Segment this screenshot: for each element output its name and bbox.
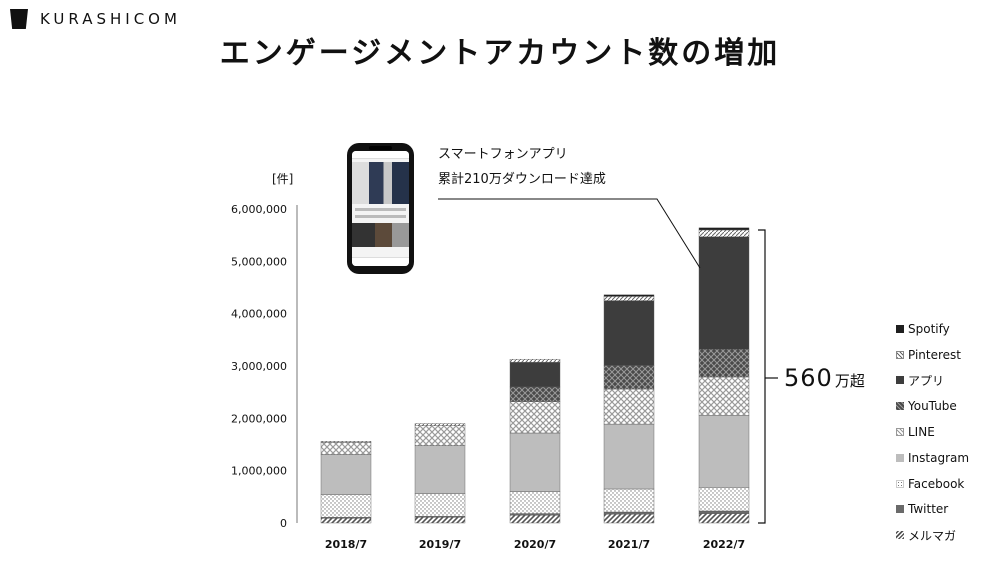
- bar-segment-アプリ-2022/7: [698, 236, 750, 350]
- bar-segment-Instagram-2020/7: [509, 432, 561, 492]
- legend-item: LINE: [896, 419, 969, 445]
- legend-label: Spotify: [908, 321, 950, 336]
- y-tick-label: 5,000,000: [231, 255, 287, 268]
- legend-swatch: [896, 428, 904, 437]
- legend-swatch: [896, 479, 904, 488]
- bar-segment-Facebook-2018/7: [320, 494, 372, 518]
- x-tick-label: 2020/7: [514, 538, 556, 551]
- y-tick-label: 3,000,000: [231, 360, 287, 373]
- bar-segment-Instagram-2019/7: [414, 445, 466, 494]
- bar-segment-Pinterest-2022/7: [698, 229, 750, 237]
- legend-swatch: [896, 324, 904, 333]
- y-axis-unit-label: [件]: [272, 172, 294, 186]
- legend-swatch: [896, 531, 904, 540]
- x-tick-label: 2018/7: [325, 538, 367, 551]
- legend-label: Facebook: [908, 476, 965, 491]
- bar-segment-アプリ-2021/7: [603, 300, 655, 366]
- bar-segment-Facebook-2019/7: [414, 493, 466, 517]
- bar-segment-アプリ-2020/7: [509, 362, 561, 388]
- legend-item: Spotify: [896, 316, 969, 342]
- bars: [320, 227, 750, 524]
- phone-screen: [352, 151, 409, 266]
- legend-item: メルマガ: [896, 522, 969, 548]
- bar-segment-Twitter-2021/7: [603, 511, 655, 515]
- bar-segment-Pinterest-2020/7: [509, 358, 561, 363]
- bar-segment-YouTube-2022/7: [698, 349, 750, 378]
- bar-segment-LINE-2022/7: [698, 376, 750, 416]
- total-value: 560: [784, 364, 833, 392]
- total-callout: 560 万超: [784, 364, 865, 392]
- logo-text: KURASHICOM: [40, 10, 181, 28]
- legend-label: YouTube: [908, 399, 957, 414]
- bar-segment-メルマガ-2019/7: [414, 517, 466, 524]
- bar-segment-LINE-2018/7: [320, 442, 372, 455]
- bar-segment-Spotify-2021/7: [603, 294, 655, 297]
- y-tick-label: 2,000,000: [231, 412, 287, 425]
- annotation-leader-line: [438, 198, 701, 269]
- legend-label: メルマガ: [908, 528, 957, 543]
- legend-label: LINE: [908, 425, 935, 440]
- legend-swatch: [896, 350, 904, 359]
- legend-swatch: [896, 376, 904, 385]
- logo-mark-icon: [10, 9, 28, 29]
- bar-segment-LINE-2021/7: [603, 388, 655, 425]
- legend-item: YouTube: [896, 393, 969, 419]
- bar-segment-Facebook-2020/7: [509, 491, 561, 514]
- bar-segment-Spotify-2022/7: [698, 227, 750, 231]
- page-title: エンゲージメントアカウント数の増加: [219, 36, 781, 71]
- bar-segment-Pinterest-2021/7: [603, 296, 655, 301]
- legend-label: Pinterest: [908, 347, 962, 362]
- smartphone-app-image: [347, 143, 414, 274]
- legend-swatch: [896, 402, 904, 411]
- app-annotation: スマートフォンアプリ 累計210万ダウンロード達成: [438, 142, 606, 192]
- bar-segment-YouTube-2021/7: [603, 365, 655, 390]
- bar-segment-YouTube-2020/7: [509, 386, 561, 402]
- bar-segment-Facebook-2022/7: [698, 487, 750, 512]
- app-annotation-line2: 累計210万ダウンロード達成: [438, 172, 606, 187]
- legend-item: Twitter: [896, 497, 969, 523]
- total-bracket: [758, 229, 766, 524]
- legend: Spotify Pinterest アプリ YouTube LINE Instagram F…: [896, 316, 969, 548]
- legend-item: Pinterest: [896, 342, 969, 368]
- bar-segment-Twitter-2020/7: [509, 513, 561, 516]
- legend-label: Instagram: [908, 450, 970, 465]
- bar-segment-LINE-2020/7: [509, 401, 561, 434]
- bar-segment-Twitter-2022/7: [698, 510, 750, 514]
- phone-notch: [369, 146, 392, 150]
- x-tick-label: 2021/7: [608, 538, 650, 551]
- total-suffix: 万超: [834, 372, 865, 390]
- bar-segment-LINE-2019/7: [414, 425, 466, 446]
- x-tick-label: 2019/7: [419, 538, 461, 551]
- x-tick-label: 2022/7: [703, 538, 745, 551]
- y-tick-label: 4,000,000: [231, 308, 287, 321]
- legend-swatch: [896, 453, 904, 462]
- legend-item: アプリ: [896, 368, 969, 394]
- bar-segment-Facebook-2021/7: [603, 488, 655, 513]
- bar-segment-メルマガ-2018/7: [320, 518, 372, 524]
- bar-segment-Instagram-2021/7: [603, 423, 655, 490]
- bar-segment-Instagram-2018/7: [320, 454, 372, 495]
- y-tick-label: 0: [280, 517, 287, 530]
- bar-segment-メルマガ-2021/7: [603, 513, 655, 524]
- legend-label: Twitter: [908, 502, 949, 517]
- y-tick-label: 6,000,000: [231, 203, 287, 216]
- x-axis: 2018/7 2019/7 2020/7 2021/7 2022/7: [325, 538, 745, 551]
- annotation-graphics: [438, 198, 778, 524]
- legend-swatch: [896, 505, 904, 514]
- app-annotation-line1: スマートフォンアプリ: [438, 147, 568, 162]
- bar-segment-Instagram-2022/7: [698, 414, 750, 488]
- logo: KURASHICOM: [10, 9, 181, 29]
- y-tick-label: 1,000,000: [231, 465, 287, 478]
- bar-segment-Pinterest-2019/7: [414, 423, 466, 426]
- legend-item: Facebook: [896, 471, 969, 497]
- bar-segment-Pinterest-2018/7: [320, 441, 372, 443]
- legend-item: Instagram: [896, 445, 969, 471]
- legend-label: アプリ: [908, 373, 945, 388]
- bar-segment-メルマガ-2022/7: [698, 513, 750, 524]
- bar-segment-メルマガ-2020/7: [509, 514, 561, 524]
- y-axis: 0 1,000,000 2,000,000 3,000,000 4,000,000 5,0…: [231, 203, 298, 530]
